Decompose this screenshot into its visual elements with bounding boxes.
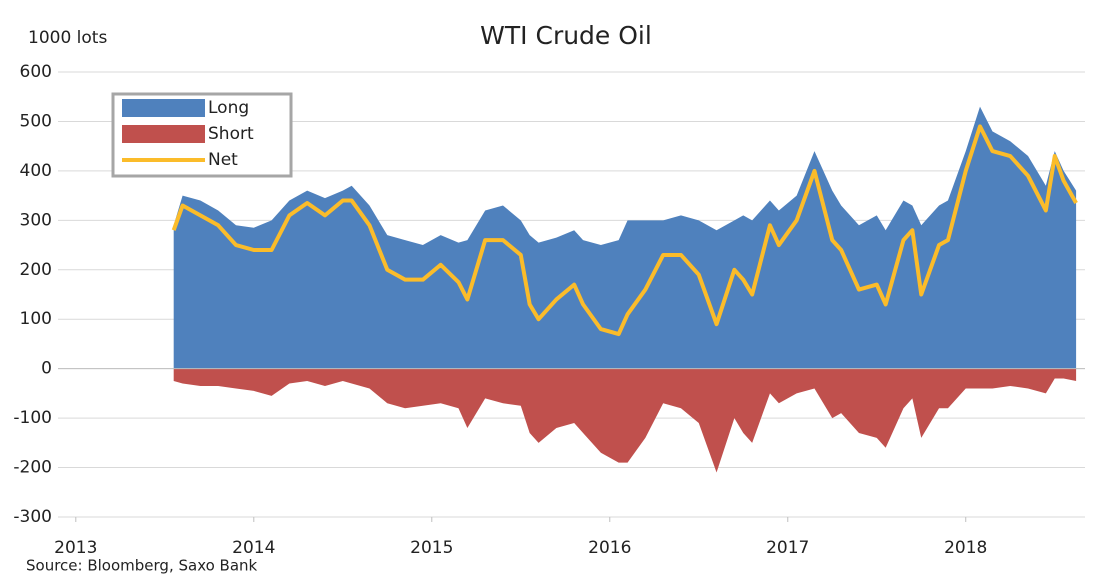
x-tick-label: 2016 — [588, 538, 631, 558]
source: Source: Bloomberg, Saxo Bank — [26, 557, 258, 575]
x-tick-label: 2013 — [54, 538, 97, 558]
chart-title: WTI Crude Oil — [480, 21, 652, 50]
y-tick-label: 200 — [20, 260, 52, 280]
legend-swatch — [122, 99, 205, 117]
legend-label: Net — [208, 150, 238, 170]
legend-label: Long — [208, 98, 249, 118]
legend-label: Short — [208, 124, 254, 144]
y-tick-label: 400 — [20, 161, 52, 181]
y-tick-label: -300 — [13, 507, 52, 527]
x-tick-label: 2014 — [232, 538, 275, 558]
x-tick-label: 2017 — [766, 538, 809, 558]
y-tick-label: 100 — [20, 309, 52, 329]
x-tick-label: 2015 — [410, 538, 453, 558]
area — [173, 368, 1077, 473]
y-tick-label: -100 — [13, 408, 52, 428]
line — [171, 124, 1078, 337]
y-tick-label: 0 — [41, 359, 52, 379]
y-axis-label: 1000 lots — [28, 28, 107, 48]
y-tick-label: 500 — [20, 111, 52, 131]
y-tick-label: -200 — [13, 458, 52, 478]
area — [173, 106, 1077, 369]
legend-swatch — [122, 125, 205, 143]
y-tick-label: 600 — [20, 62, 52, 82]
y-tick-label: 300 — [20, 210, 52, 230]
x-tick-label: 2018 — [944, 538, 987, 558]
